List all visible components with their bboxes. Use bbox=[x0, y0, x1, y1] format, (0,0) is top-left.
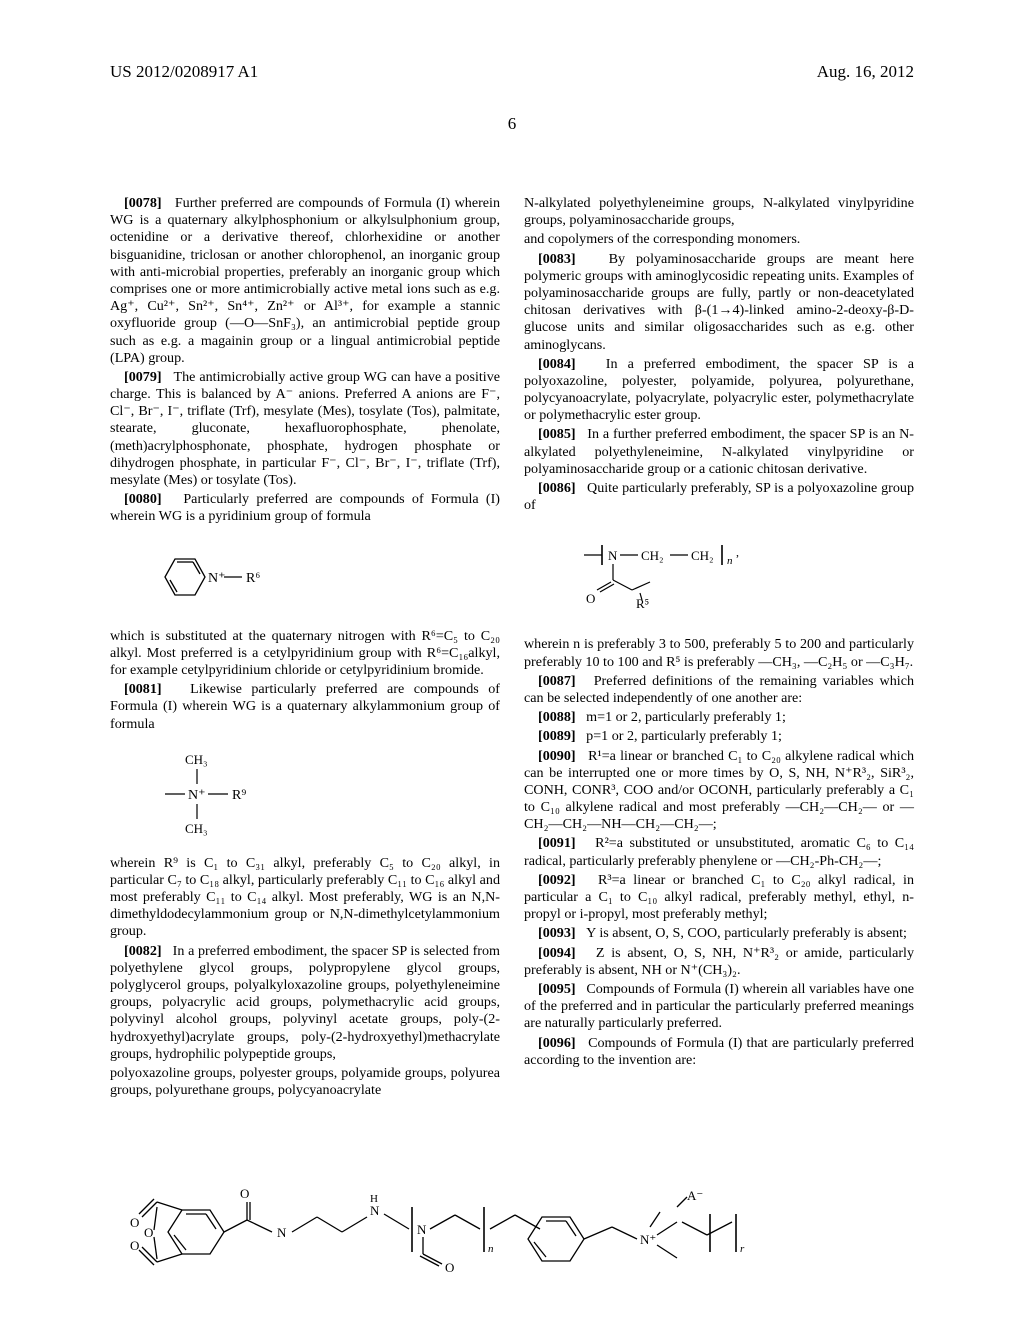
para-text: In a preferred embodiment, the spacer SP… bbox=[524, 356, 914, 424]
paragraph-0084: [0084] In a preferred embodiment, the sp… bbox=[524, 356, 914, 425]
paragraph-0080: [0080] Particularly preferred are compou… bbox=[110, 491, 500, 525]
paragraph-0082e: and copolymers of the corresponding mono… bbox=[524, 231, 914, 248]
paragraph-0078: [0078] Further preferred are compounds o… bbox=[110, 195, 500, 367]
para-num: [0086] bbox=[538, 480, 576, 496]
publication-number: US 2012/0208917 A1 bbox=[110, 62, 258, 82]
svg-text:n: n bbox=[727, 555, 733, 567]
svg-text:A⁻: A⁻ bbox=[687, 1188, 703, 1203]
para-text: In a further preferred embodiment, the s… bbox=[524, 426, 914, 476]
text-columns: [0078] Further preferred are compounds o… bbox=[110, 195, 914, 1290]
para-text: Preferred definitions of the remaining v… bbox=[524, 673, 914, 706]
polyoxazoline-structure: N CH₂ CH₂ n , O R⁵ bbox=[564, 530, 914, 620]
paragraph-0083: [0083] By polyaminosaccharide groups are… bbox=[524, 251, 914, 354]
svg-text:n: n bbox=[488, 1243, 494, 1255]
para-num: [0081] bbox=[124, 681, 162, 697]
paragraph-0092: [0092] R³=a linear or branched C₁ to C₂₀… bbox=[524, 872, 914, 924]
para-num: [0095] bbox=[538, 981, 576, 997]
paragraph-0089: [0089] p=1 or 2, particularly preferably… bbox=[524, 728, 914, 745]
para-num: [0092] bbox=[538, 872, 576, 888]
para-text: Y is absent, O, S, COO, particularly pre… bbox=[586, 925, 907, 941]
svg-text:O: O bbox=[445, 1260, 454, 1275]
paragraph-0094: [0094] Z is absent, O, S, NH, N⁺R³₂ or a… bbox=[524, 945, 914, 979]
para-num: [0093] bbox=[538, 925, 576, 941]
para-num: [0083] bbox=[538, 251, 576, 267]
svg-text:O: O bbox=[240, 1186, 249, 1201]
para-text: The antimicrobially active group WG can … bbox=[110, 369, 500, 488]
para-text: m=1 or 2, particularly preferably 1; bbox=[586, 709, 786, 725]
svg-text:N: N bbox=[417, 1222, 427, 1237]
para-num: [0082] bbox=[124, 943, 162, 959]
paragraph-0086b: wherein n is preferably 3 to 500, prefer… bbox=[524, 636, 914, 670]
paragraph-0080b: which is substituted at the quaternary n… bbox=[110, 628, 500, 680]
para-num: [0090] bbox=[538, 748, 576, 764]
para-text: By polyaminosaccharide groups are meant … bbox=[524, 251, 914, 353]
svg-text:N: N bbox=[277, 1225, 287, 1240]
svg-text:N⁺: N⁺ bbox=[188, 788, 206, 803]
paragraph-0091: [0091] R²=a substituted or unsubstituted… bbox=[524, 835, 914, 869]
svg-text:H: H bbox=[370, 1193, 378, 1205]
para-num: [0091] bbox=[538, 835, 576, 851]
svg-text:N: N bbox=[608, 548, 618, 563]
svg-text:R⁹: R⁹ bbox=[232, 788, 246, 803]
svg-text:r: r bbox=[740, 1243, 745, 1255]
para-num: [0088] bbox=[538, 709, 576, 725]
svg-text:O: O bbox=[130, 1215, 139, 1230]
para-text: R²=a substituted or unsubstituted, aroma… bbox=[524, 835, 914, 868]
paragraph-0082b: polyoxazoline groups, polyester groups, … bbox=[110, 1065, 500, 1099]
para-num: [0085] bbox=[538, 426, 576, 442]
para-text: Z is absent, O, S, NH, N⁺R³₂ or amide, p… bbox=[524, 945, 914, 978]
svg-text:R⁵: R⁵ bbox=[636, 596, 649, 611]
paragraph-0096: [0096] Compounds of Formula (I) that are… bbox=[524, 1035, 914, 1069]
para-num: [0079] bbox=[124, 369, 162, 385]
compound-structure-bottom: O O O O N N H bbox=[110, 1172, 914, 1292]
para-text: In a preferred embodiment, the spacer SP… bbox=[110, 943, 500, 1062]
para-text: R³=a linear or branched C₁ to C₂₀ alkyl … bbox=[524, 872, 914, 922]
ammonium-structure: CH₃ N⁺ R⁹ CH₃ bbox=[150, 749, 500, 839]
publication-date: Aug. 16, 2012 bbox=[817, 62, 914, 82]
svg-text:O: O bbox=[130, 1238, 139, 1253]
para-text: Quite particularly preferably, SP is a p… bbox=[524, 480, 914, 513]
para-num: [0094] bbox=[538, 945, 576, 961]
pyridinium-structure: N⁺ R⁶ bbox=[150, 542, 500, 612]
paragraph-0095: [0095] Compounds of Formula (I) wherein … bbox=[524, 981, 914, 1033]
para-num: [0087] bbox=[538, 673, 576, 689]
svg-text:CH₃: CH₃ bbox=[185, 821, 208, 836]
para-text: p=1 or 2, particularly preferably 1; bbox=[586, 728, 782, 744]
paragraph-0085: [0085] In a further preferred embodiment… bbox=[524, 426, 914, 478]
para-num: [0096] bbox=[538, 1035, 576, 1051]
para-text: Further preferred are compounds of Formu… bbox=[110, 195, 500, 366]
svg-text:,: , bbox=[736, 545, 739, 559]
paragraph-0090: [0090] R¹=a linear or branched C₁ to C₂₀… bbox=[524, 748, 914, 834]
para-text: Compounds of Formula (I) wherein all var… bbox=[524, 981, 914, 1031]
svg-text:N: N bbox=[370, 1203, 380, 1218]
svg-text:CH₂: CH₂ bbox=[691, 548, 714, 563]
svg-text:O: O bbox=[144, 1225, 153, 1240]
svg-text:N⁺: N⁺ bbox=[640, 1232, 656, 1247]
paragraph-0086: [0086] Quite particularly preferably, SP… bbox=[524, 480, 914, 514]
svg-text:O: O bbox=[586, 591, 595, 606]
svg-text:R⁶: R⁶ bbox=[246, 571, 260, 586]
svg-text:CH₃: CH₃ bbox=[185, 752, 208, 767]
page-number: 6 bbox=[0, 114, 1024, 134]
paragraph-0082a: [0082] In a preferred embodiment, the sp… bbox=[110, 943, 500, 1063]
paragraph-0082d: N-alkylated polyethyleneimine groups, N-… bbox=[524, 195, 914, 229]
para-text: Particularly preferred are compounds of … bbox=[110, 491, 500, 524]
para-num: [0080] bbox=[124, 491, 162, 507]
para-num: [0084] bbox=[538, 356, 576, 372]
paragraph-0087: [0087] Preferred definitions of the rema… bbox=[524, 673, 914, 707]
paragraph-0079: [0079] The antimicrobially active group … bbox=[110, 369, 500, 489]
paragraph-0081b: wherein R⁹ is C₁ to C₃₁ alkyl, preferabl… bbox=[110, 855, 500, 941]
para-text: Likewise particularly preferred are comp… bbox=[110, 681, 500, 731]
para-text: R¹=a linear or branched C₁ to C₂₀ alkyle… bbox=[524, 748, 914, 833]
para-text: Compounds of Formula (I) that are partic… bbox=[524, 1035, 914, 1068]
paragraph-0093: [0093] Y is absent, O, S, COO, particula… bbox=[524, 925, 914, 942]
para-num: [0089] bbox=[538, 728, 576, 744]
svg-text:N⁺: N⁺ bbox=[208, 571, 226, 586]
paragraph-0081: [0081] Likewise particularly preferred a… bbox=[110, 681, 500, 733]
para-num: [0078] bbox=[124, 195, 162, 211]
paragraph-0088: [0088] m=1 or 2, particularly preferably… bbox=[524, 709, 914, 726]
svg-text:CH₂: CH₂ bbox=[641, 548, 664, 563]
